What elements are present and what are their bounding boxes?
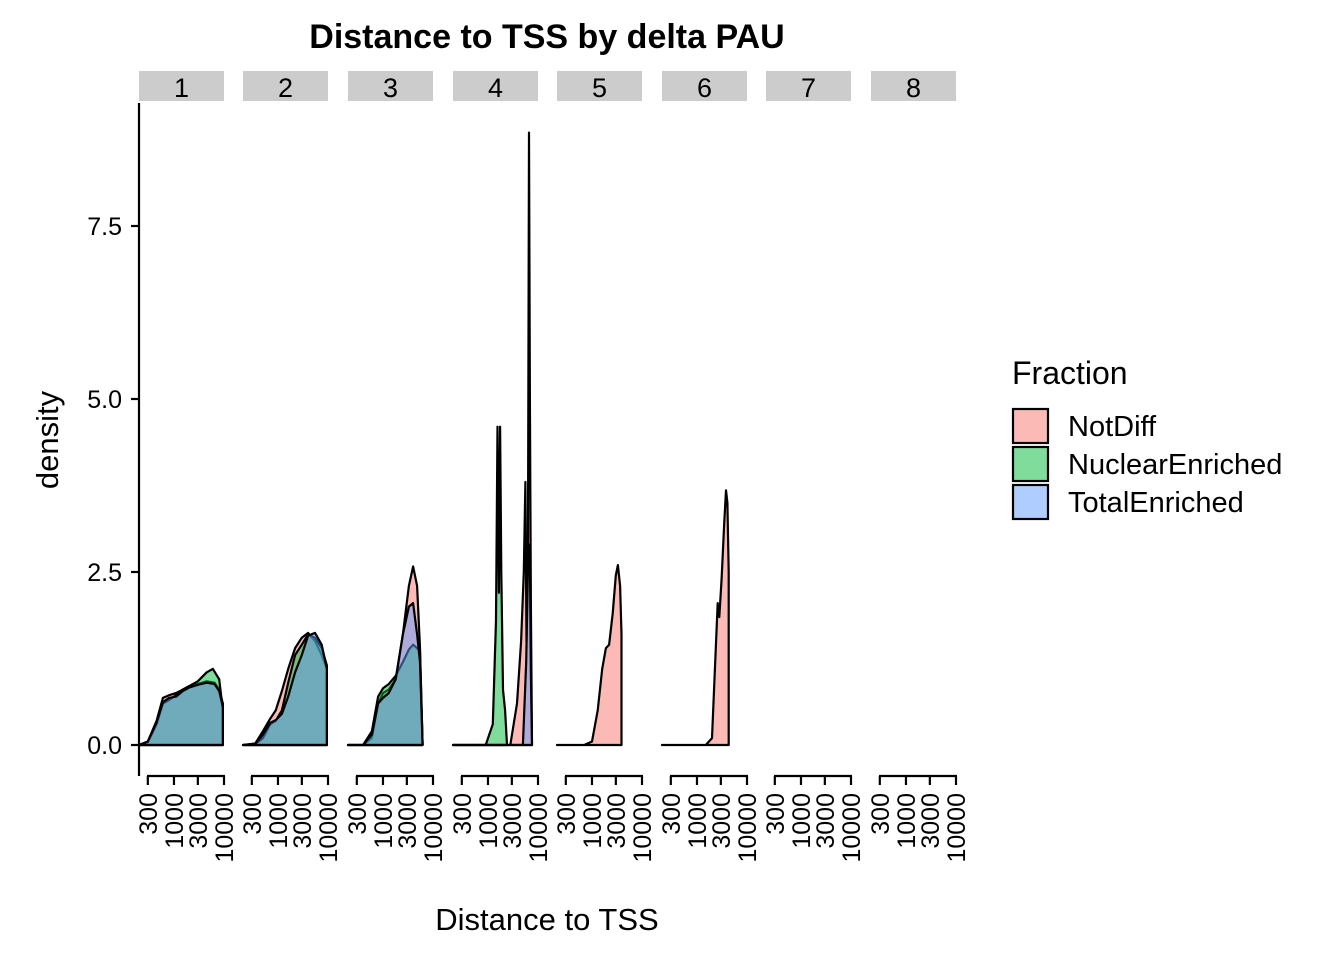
facet-strip-4	[453, 71, 538, 101]
facet-strip-label: 5	[592, 73, 607, 103]
x-tick-label: 10000	[420, 793, 448, 863]
facet-strip-label: 4	[488, 73, 503, 103]
facet-strip-6	[662, 71, 747, 101]
facet-panel-1	[137, 667, 224, 747]
legend-key-notdiff	[1011, 407, 1050, 445]
density-area-notdiff	[660, 489, 730, 747]
facet-strip-label: 7	[801, 73, 816, 103]
density-area-totalenriched	[451, 543, 534, 747]
facet-strip-8	[871, 71, 956, 101]
x-tick-label: 300	[135, 793, 163, 835]
facet-strip-label: 1	[174, 73, 189, 103]
facet-strip-3	[348, 71, 433, 101]
facet-strips: 1 2 3 4 5 6 7 8	[139, 71, 956, 103]
facet-strip-2	[243, 71, 328, 101]
x-tick-label: 10000	[315, 793, 343, 863]
density-area-notdiff	[555, 564, 623, 747]
facet-strip-label: 8	[906, 73, 921, 103]
x-tick-label: 300	[658, 793, 686, 835]
x-tick-label: 3000	[394, 793, 422, 849]
x-tick-label: 300	[449, 793, 477, 835]
x-tick-label: 3000	[917, 793, 945, 849]
legend-key-totalenriched	[1011, 483, 1050, 521]
x-tick-label: 3000	[185, 793, 213, 849]
x-tick-label: 10000	[525, 793, 553, 863]
y-axis-title: density	[30, 390, 65, 489]
x-tick-label: 10000	[943, 793, 971, 863]
facet-panels	[137, 131, 730, 747]
facet-strip-1	[139, 71, 224, 101]
x-tick-label: 300	[762, 793, 790, 835]
x-tick-label: 3000	[812, 793, 840, 849]
facet-strip-label: 3	[383, 73, 398, 103]
x-tick-label: 1000	[265, 793, 293, 849]
y-tick-label: 7.5	[87, 213, 122, 241]
facet-strip-label: 2	[278, 73, 293, 103]
legend: Fraction NotDiff NuclearEnriched TotalEnri…	[1011, 355, 1282, 521]
density-area-totalenriched	[346, 602, 424, 747]
facet-panel-4	[451, 131, 534, 747]
legend-label: TotalEnriched	[1068, 487, 1244, 519]
density-area-notdiff	[451, 131, 534, 747]
density-area-totalenriched	[241, 631, 328, 747]
x-tick-label: 3000	[708, 793, 736, 849]
y-axis: 0.0 2.5 5.0 7.5	[87, 103, 141, 776]
x-tick-label: 300	[344, 793, 372, 835]
x-tick-label: 1000	[893, 793, 921, 849]
density-area-nuclearenriched	[451, 425, 509, 747]
x-tick-label: 300	[239, 793, 267, 835]
facet-strip-label: 6	[697, 73, 712, 103]
x-tick-label: 300	[867, 793, 895, 835]
y-tick-label: 0.0	[87, 732, 122, 760]
y-tick-label: 2.5	[87, 559, 122, 587]
density-area-totalenriched	[137, 681, 224, 747]
x-tick-label: 10000	[211, 793, 239, 863]
legend-title: Fraction	[1012, 355, 1128, 391]
facet-panel-2	[241, 631, 328, 747]
y-tick-label: 5.0	[87, 386, 122, 414]
x-tick-label: 1000	[161, 793, 189, 849]
x-tick-label: 1000	[684, 793, 712, 849]
facet-panel-6	[660, 489, 730, 747]
x-tick-label: 1000	[370, 793, 398, 849]
x-tick-label: 3000	[603, 793, 631, 849]
x-tick-label: 3000	[499, 793, 527, 849]
x-axis-title: Distance to TSS	[435, 902, 658, 937]
facet-strip-7	[766, 71, 851, 101]
x-tick-label: 1000	[788, 793, 816, 849]
legend-label: NuclearEnriched	[1068, 449, 1282, 481]
facet-panel-3	[346, 565, 424, 747]
chart-title: Distance to TSS by delta PAU	[309, 18, 784, 56]
x-tick-label: 1000	[579, 793, 607, 849]
x-tick-label: 10000	[629, 793, 657, 863]
legend-key-nuclearenriched	[1011, 445, 1050, 483]
x-tick-label: 10000	[838, 793, 866, 863]
facet-strip-5	[557, 71, 642, 101]
x-tick-label: 10000	[734, 793, 762, 863]
x-tick-label: 1000	[475, 793, 503, 849]
facet-panel-5	[555, 564, 623, 747]
legend-label: NotDiff	[1068, 411, 1157, 443]
x-tick-label: 300	[553, 793, 581, 835]
x-tick-label: 3000	[289, 793, 317, 849]
